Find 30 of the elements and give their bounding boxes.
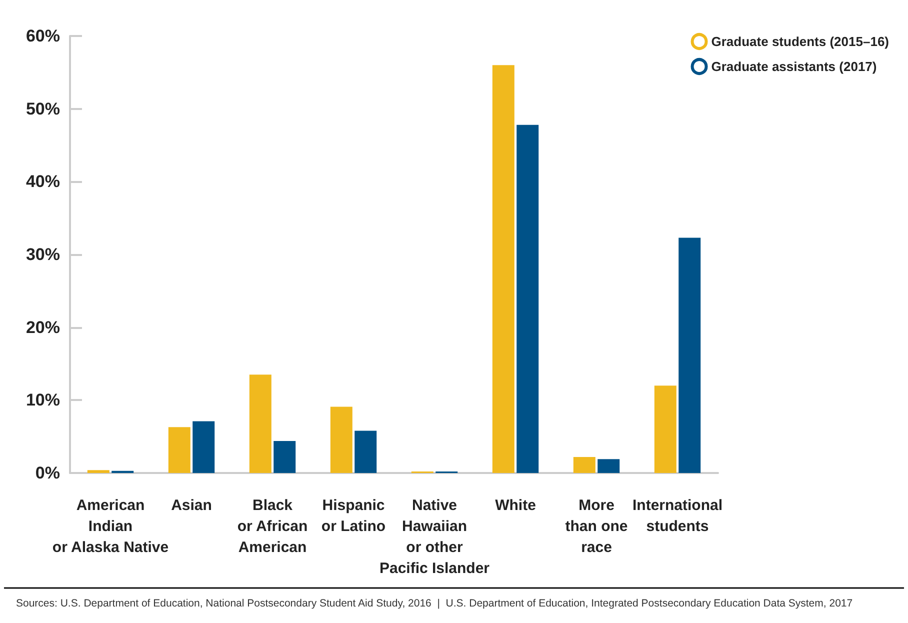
y-tick-label: 10% xyxy=(26,390,60,410)
bar xyxy=(654,386,676,473)
bar xyxy=(249,374,272,473)
x-tick-label: Black or African American xyxy=(237,497,308,556)
y-tick-label: 0% xyxy=(35,464,60,482)
bar xyxy=(516,124,539,473)
y-tick-label: 60% xyxy=(26,26,60,46)
x-tick-label: American Indian or Alaska Native xyxy=(52,497,169,556)
legend-label: Graduate students (2015–16) xyxy=(711,34,889,49)
legend-label: Graduate assistants (2017) xyxy=(711,59,877,74)
x-tick-label: White xyxy=(495,497,536,514)
bar xyxy=(678,238,701,473)
y-tick-label: 50% xyxy=(26,99,60,118)
bar xyxy=(354,430,377,473)
bar xyxy=(330,406,352,473)
x-tick-label: International students xyxy=(632,497,723,535)
bar xyxy=(274,440,296,473)
source-note: Sources: U.S. Department of Education, National Postsecondary Student Aid Study, 2016 | U.S. Department of Education, Integrated Postsecondary Education Data System, 2017 xyxy=(16,598,853,610)
y-tick-label: 30% xyxy=(26,245,60,264)
bar xyxy=(573,456,596,473)
bar xyxy=(598,459,620,473)
x-tick-label: Hispanic or Latino xyxy=(321,497,386,535)
bar xyxy=(87,470,110,473)
bar xyxy=(168,427,190,473)
y-tick-label: 40% xyxy=(26,172,60,192)
y-tick-label: 20% xyxy=(26,318,60,337)
x-tick-label: Asian xyxy=(171,497,212,514)
bar xyxy=(192,421,215,473)
x-tick-label: More than one race xyxy=(565,497,628,556)
bar xyxy=(492,65,514,473)
